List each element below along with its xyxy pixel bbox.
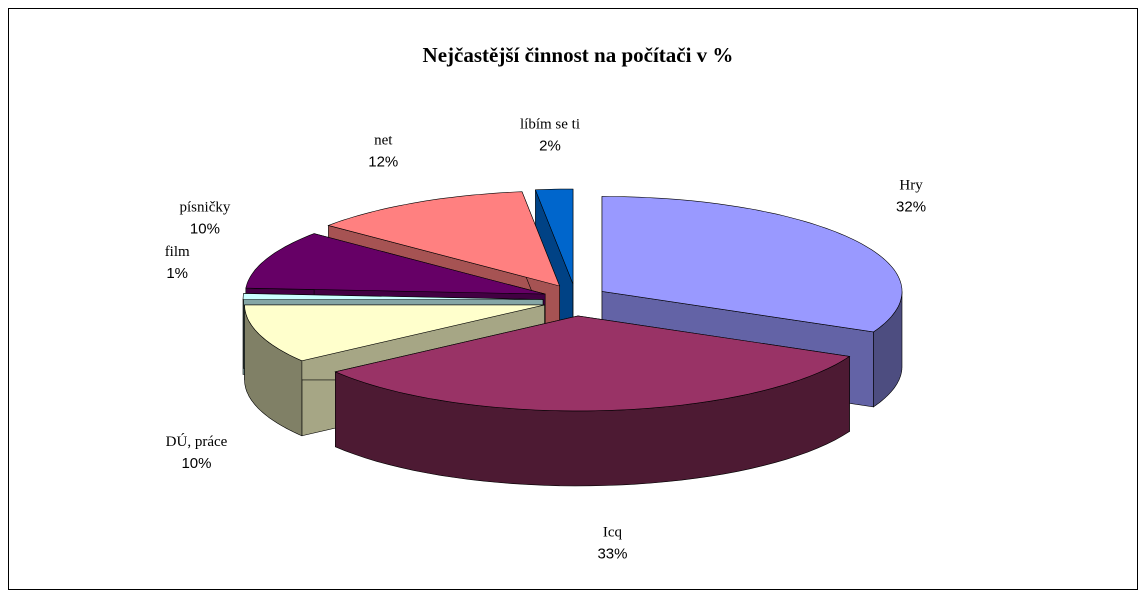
data-label-value: 10% — [190, 220, 220, 237]
data-label-name: líbím se ti — [520, 116, 580, 132]
chart-title: Nejčastější činnost na počítači v % — [423, 43, 734, 67]
data-label-name: DÚ, práce — [166, 433, 228, 450]
slice — [242, 293, 544, 300]
data-label-value: 32% — [896, 198, 926, 215]
data-label-value: 1% — [166, 265, 188, 282]
pie — [242, 188, 903, 487]
slice — [334, 315, 851, 412]
data-label-value: 10% — [181, 455, 211, 472]
slice — [601, 196, 903, 333]
data-label-name: Icq — [603, 524, 623, 540]
data-label-value: 33% — [597, 545, 627, 562]
slice — [327, 191, 561, 287]
data-label-name: písničky — [180, 199, 231, 215]
data-label-value: 2% — [539, 137, 561, 154]
data-label-name: Hry — [899, 177, 923, 193]
data-label-name: net — [374, 132, 393, 148]
slice — [534, 188, 574, 285]
data-label-name: film — [165, 244, 190, 260]
slice — [245, 233, 546, 295]
data-label-value: 12% — [368, 153, 398, 170]
slice — [244, 304, 545, 362]
